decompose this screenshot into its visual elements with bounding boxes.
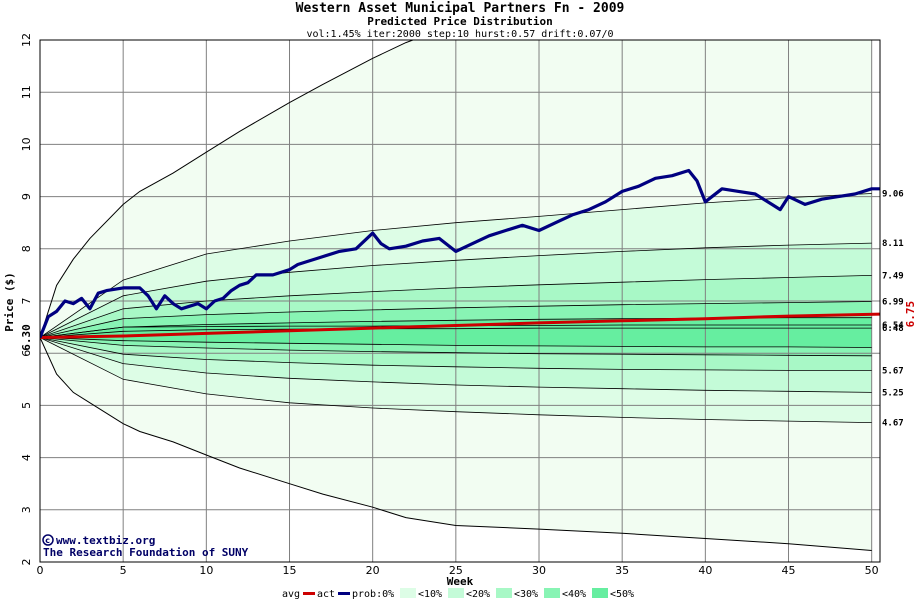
- y-tick-label: 7: [20, 298, 33, 305]
- x-tick-label: 20: [366, 564, 380, 577]
- legend-band-label: <20%: [466, 589, 490, 600]
- legend-avg-label: avg: [282, 589, 300, 600]
- quantile-lower-line: [40, 337, 872, 423]
- series-avg-line: [40, 312, 880, 339]
- chart-subtitle: Predicted Price Distribution: [367, 15, 552, 28]
- y-tick-label: 12: [20, 33, 33, 47]
- x-tick-label: 35: [615, 564, 629, 577]
- quantile-upper-line: [40, 193, 872, 338]
- y-tick-label: 10: [20, 137, 33, 151]
- start-price-label: 6.30: [20, 324, 33, 351]
- x-tick-label: 40: [698, 564, 712, 577]
- legend-band-label: <40%: [562, 589, 586, 600]
- y-tick-label: 8: [20, 245, 33, 252]
- quantile-lines: [40, 40, 880, 551]
- median-line: [40, 327, 872, 338]
- credits: c www.textbiz.org The Research Foundatio…: [42, 534, 249, 559]
- legend-band-label: <50%: [610, 589, 634, 600]
- copyright-glyph: c: [45, 536, 50, 545]
- x-tick-label: 5: [120, 564, 127, 577]
- end-avg-label: 6.75: [904, 301, 917, 328]
- chart-params: vol:1.45% iter:2000 step:10 hurst:0.57 d…: [306, 29, 613, 40]
- y-tick-label: 9: [20, 193, 33, 200]
- quantile-lower-line: [40, 337, 872, 357]
- envelope-lower-line: [40, 337, 872, 551]
- quantile-lower-line: [40, 337, 872, 393]
- credit-org: The Research Foundation of SUNY: [43, 546, 249, 559]
- plot-frame: [39, 39, 881, 563]
- legend-act-label: act: [317, 589, 335, 600]
- copyright-icon: [42, 534, 54, 546]
- legend-band-swatch: [448, 588, 464, 598]
- legend-band-swatch: [400, 588, 416, 598]
- legend: avg act prob:0% <10% <20% <30% <40% <50%: [282, 588, 634, 600]
- right-quantile-label: 5.67: [882, 366, 904, 376]
- quantile-upper-line: [40, 301, 872, 338]
- credit-url: www.textbiz.org: [56, 534, 155, 547]
- legend-band-label: <30%: [514, 589, 538, 600]
- y-tick-label: 4: [20, 454, 33, 461]
- x-axis-label: Week: [447, 575, 474, 588]
- y-tick-label: 6: [20, 350, 33, 357]
- legend-act-swatch: [338, 592, 350, 595]
- right-quantile-label: 6.54: [882, 321, 904, 331]
- quantile-upper-line: [40, 242, 872, 338]
- y-tick-label: 5: [20, 402, 33, 409]
- y-tick-label: 11: [20, 85, 33, 99]
- envelope-upper-line: [40, 40, 415, 338]
- quantile-lower-line: [40, 337, 872, 371]
- x-tick-label: 25: [449, 564, 463, 577]
- y-axis-label: Price ($): [3, 272, 16, 332]
- y-tick-label: 3: [20, 506, 33, 513]
- y-tick-label: 2: [20, 559, 33, 566]
- quantile-upper-line: [40, 275, 872, 338]
- legend-band-swatch: [496, 588, 512, 598]
- right-quantile-label: 6.48: [882, 324, 904, 334]
- x-tick-label: 50: [865, 564, 879, 577]
- legend-band-swatch: [592, 588, 608, 598]
- x-tick-label: 10: [199, 564, 213, 577]
- x-tick-label: 30: [532, 564, 546, 577]
- series-act-line: [40, 168, 880, 339]
- x-tick-label: 0: [37, 564, 44, 577]
- legend-avg-swatch: [303, 592, 315, 595]
- right-quantile-label: 5.25: [882, 388, 904, 398]
- right-quantile-label: 7.49: [882, 271, 904, 281]
- right-quantile-label: 6.99: [882, 298, 904, 308]
- legend-prob-label: prob:0%: [352, 589, 394, 600]
- legend-band-label: <10%: [418, 589, 442, 600]
- x-tick-label: 15: [283, 564, 297, 577]
- right-quantile-label: 4.67: [882, 419, 904, 429]
- right-quantile-label: 9.06: [882, 190, 904, 200]
- chart-title: Western Asset Municipal Partners Fn - 20…: [296, 1, 625, 16]
- legend-band-swatch: [544, 588, 560, 598]
- x-tick-label: 45: [782, 564, 796, 577]
- quantile-lower-line: [40, 337, 872, 348]
- right-quantile-label: 8.11: [882, 239, 904, 249]
